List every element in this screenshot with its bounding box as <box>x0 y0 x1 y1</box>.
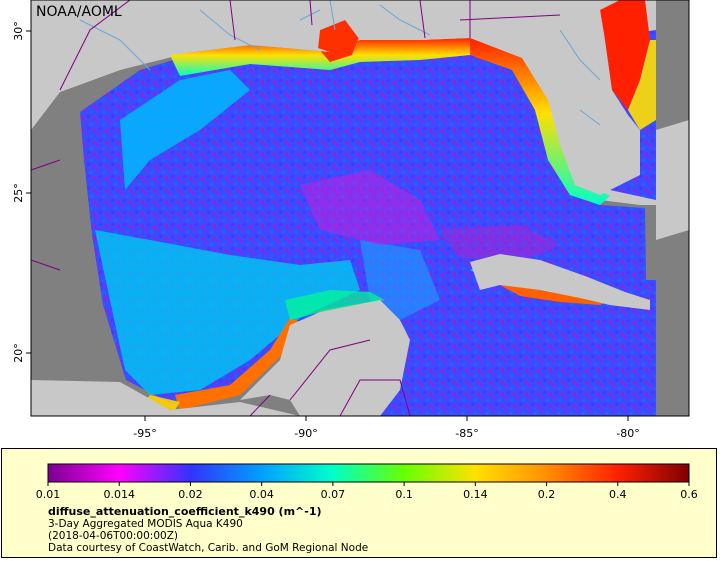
lon-ticks: -95° -90° -85° -80° <box>133 416 640 440</box>
central-america-land <box>31 380 300 416</box>
colorbar-tick-label: 0.02 <box>178 488 203 501</box>
northern-coast-band <box>170 38 470 76</box>
river-lines <box>79 0 601 126</box>
k490-map: -95° -90° -85° -80° 30° 25° 20° <box>0 0 720 445</box>
map-panel: -95° -90° -85° -80° 30° 25° 20° NOAA/AOM… <box>0 0 720 445</box>
texas-shelf-plume <box>120 70 250 190</box>
colorbar-tick-label: 0.6 <box>680 488 698 501</box>
campeche-coast-band <box>175 318 300 410</box>
colorbar-tick-label: 0.4 <box>609 488 627 501</box>
us-gulf-coast-land <box>31 0 470 130</box>
colorbar-tick-label: 0.07 <box>321 488 346 501</box>
legend-product: 3-Day Aggregated MODIS Aqua K490 <box>48 518 243 530</box>
yucatan-land <box>240 300 410 416</box>
andros-land <box>656 120 689 240</box>
east-florida-band-inner <box>628 40 656 130</box>
left-margin <box>0 0 31 445</box>
colorbar-ticks: 0.01 0.014 0.02 0.04 0.07 0.1 0.14 0.2 0.4 0.6 <box>36 482 698 501</box>
yucatan-coast-band <box>285 290 385 320</box>
mexico-shelf-plume <box>95 230 360 395</box>
colorbar-tick-label: 0.2 <box>538 488 556 501</box>
lat-ticks: 30° 25° 20° <box>12 21 31 363</box>
lat-tick-label: 25° <box>12 183 25 203</box>
legend-source: Data courtesy of CoastWatch, Carib. and … <box>48 542 369 554</box>
lon-tick-label: -85° <box>455 427 478 440</box>
colorbar-tick-label: 0.14 <box>463 488 488 501</box>
east-florida-band <box>600 0 650 110</box>
state-borders <box>30 0 561 417</box>
colorbar-ramp <box>47 463 690 483</box>
lat-tick-label: 30° <box>12 21 25 41</box>
colorbar-tick-label: 0.014 <box>103 488 135 501</box>
lon-tick-label: -80° <box>616 427 639 440</box>
florida-land <box>470 0 640 195</box>
colorbar-tick-label: 0.01 <box>36 488 61 501</box>
legend-variable: diffuse_attenuation_coefficient_k490 (m^… <box>48 505 322 518</box>
colorbar: 0.01 0.014 0.02 0.04 0.07 0.1 0.14 0.2 0.4 0.6 <box>36 463 698 501</box>
cuba-land <box>470 254 650 310</box>
bottom-margin <box>0 416 720 445</box>
lon-tick-label: -95° <box>133 427 156 440</box>
credit-label: NOAA/AOML <box>36 4 122 20</box>
lon-tick-label: -90° <box>294 427 317 440</box>
legend-panel: 0.01 0.014 0.02 0.04 0.07 0.1 0.14 0.2 0.4 0.6 di… <box>1 448 717 558</box>
right-margin <box>689 0 720 445</box>
loop-current-magenta <box>440 225 560 262</box>
colorbar-tick-label: 0.1 <box>395 488 413 501</box>
colorbar-tick-label: 0.04 <box>249 488 274 501</box>
cuba-shelf-band <box>500 285 610 305</box>
legend-time: (2018-04-06T00:00:00Z) <box>48 530 178 542</box>
deep-water-magenta <box>300 170 440 245</box>
lat-tick-label: 20° <box>12 343 25 363</box>
florida-coast-band <box>470 38 610 205</box>
map-frame <box>30 0 690 417</box>
